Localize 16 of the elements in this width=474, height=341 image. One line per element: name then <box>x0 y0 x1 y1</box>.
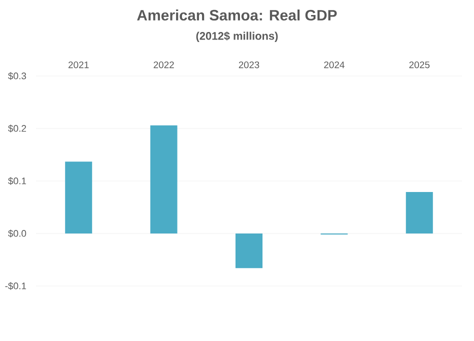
x-tick-label: 2025 <box>409 61 430 68</box>
chart-subtitle: (2012$ millions) <box>196 32 278 42</box>
chart-title: American Samoa: Real GDP <box>137 10 337 21</box>
y-tick-label: -$0.1 <box>5 282 26 290</box>
x-tick-label: 2022 <box>154 61 174 68</box>
x-tick-label: 2021 <box>68 61 89 68</box>
bar <box>65 162 92 234</box>
x-tick-label: 2024 <box>324 61 344 68</box>
y-tick-label: $0.2 <box>8 124 26 132</box>
bar <box>236 234 262 268</box>
bar <box>150 125 178 234</box>
y-tick-label: $0.1 <box>8 177 26 185</box>
x-tick-label: 2023 <box>238 61 260 68</box>
y-tick-label: $0.0 <box>8 230 26 238</box>
y-tick-label: $0.3 <box>8 72 26 80</box>
bar <box>406 192 433 234</box>
